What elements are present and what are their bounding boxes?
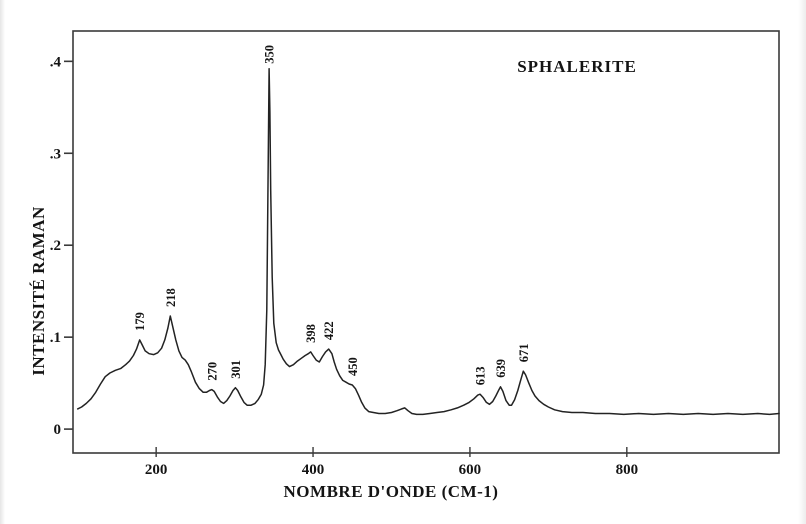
peak-label-350: 350 xyxy=(263,45,277,64)
peak-label-398: 398 xyxy=(304,324,318,343)
x-axis-title: NOMBRE D'ONDE (CM-1) xyxy=(284,482,499,501)
x-tick-label-2: 600 xyxy=(459,462,482,478)
y-tick-label-3: .3 xyxy=(50,146,61,162)
peak-label-613: 613 xyxy=(474,366,488,385)
peak-label-218: 218 xyxy=(164,288,178,307)
peak-label-639: 639 xyxy=(494,359,508,378)
x-tick-label-1: 400 xyxy=(302,462,325,478)
spectrum-line xyxy=(76,67,780,416)
y-tick-label-4: .4 xyxy=(50,54,62,70)
y-tick-label-2: .2 xyxy=(50,238,61,254)
peak-label-270: 270 xyxy=(205,362,219,381)
x-tick-label-0: 200 xyxy=(145,462,168,478)
peak-label-301: 301 xyxy=(229,360,243,379)
peak-label-450: 450 xyxy=(346,357,360,376)
plot-frame xyxy=(72,30,780,454)
x-tick-label-3: 800 xyxy=(616,462,639,478)
peak-label-671: 671 xyxy=(517,343,531,362)
chart-title: SPHALERITE xyxy=(517,57,637,76)
plot-area: 0 .1 .2 .3 .4 200 400 600 800 179 218 270 301 350 398 4… xyxy=(50,30,780,478)
y-tick-label-0: 0 xyxy=(54,422,62,438)
y-axis-title: INTENSITÉ RAMAN xyxy=(29,206,48,376)
peak-label-179: 179 xyxy=(133,312,147,331)
y-tick-label-1: .1 xyxy=(50,330,61,346)
peak-label-422: 422 xyxy=(322,321,336,340)
